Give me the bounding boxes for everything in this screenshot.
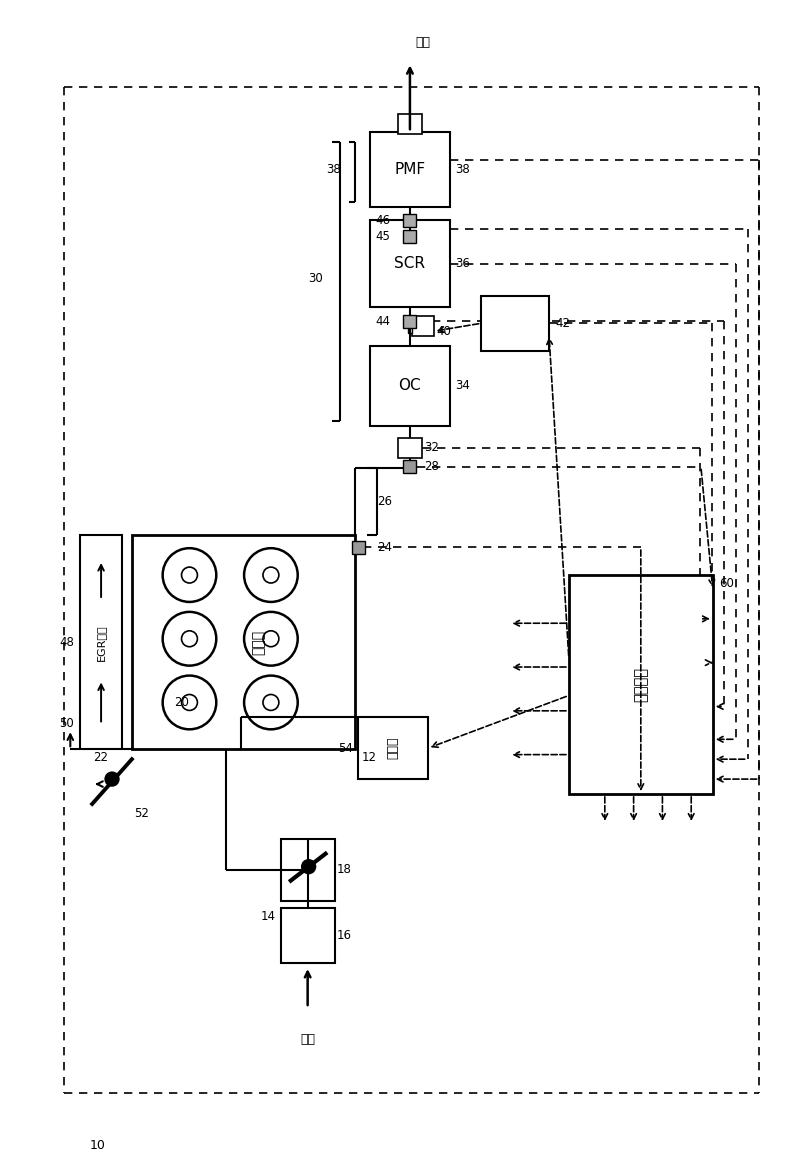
Text: 45: 45 [375, 230, 390, 243]
Bar [398, 114, 422, 134]
Text: 34: 34 [456, 380, 470, 392]
Bar [412, 316, 434, 336]
Text: 增压器: 增压器 [386, 737, 399, 759]
Bar [281, 908, 335, 963]
Text: 18: 18 [337, 864, 351, 877]
Text: 60: 60 [718, 577, 734, 590]
Text: 12: 12 [362, 751, 376, 764]
Text: 54: 54 [338, 741, 354, 754]
Bar [370, 220, 450, 308]
Text: 排气: 排气 [415, 36, 430, 49]
Text: 24: 24 [377, 540, 392, 553]
Bar [352, 540, 365, 553]
Text: 40: 40 [437, 324, 452, 337]
Text: 48: 48 [59, 636, 74, 649]
Bar [398, 438, 422, 457]
Text: 28: 28 [424, 461, 438, 474]
Text: PMF: PMF [394, 162, 426, 177]
Circle shape [105, 772, 119, 786]
Text: 14: 14 [261, 909, 276, 922]
Bar [370, 347, 450, 425]
Text: 16: 16 [337, 929, 351, 942]
Bar [80, 536, 122, 750]
Text: 38: 38 [456, 163, 470, 176]
Text: 44: 44 [375, 315, 390, 328]
Text: 32: 32 [424, 441, 438, 455]
Bar [281, 839, 335, 900]
Text: 42: 42 [555, 317, 570, 330]
Text: 46: 46 [375, 214, 390, 227]
Text: 36: 36 [456, 257, 470, 270]
Text: 22: 22 [94, 751, 109, 764]
Text: 26: 26 [377, 495, 392, 508]
Bar [403, 461, 416, 474]
Bar [358, 718, 428, 779]
Text: 52: 52 [134, 807, 149, 820]
Text: 50: 50 [59, 717, 74, 730]
Text: OC: OC [398, 378, 422, 394]
Bar [482, 296, 549, 351]
Bar [408, 320, 412, 334]
Text: EGR线路: EGR线路 [96, 624, 106, 660]
Text: 20: 20 [174, 696, 190, 709]
Bar [370, 132, 450, 207]
Bar [403, 214, 416, 227]
Text: 发动机: 发动机 [251, 630, 266, 654]
Text: 控制模块: 控制模块 [634, 667, 648, 701]
Bar [403, 315, 416, 328]
Bar [403, 230, 416, 243]
Text: 38: 38 [326, 163, 342, 176]
Text: SCR: SCR [394, 256, 426, 271]
Circle shape [302, 860, 315, 874]
Text: 30: 30 [308, 273, 322, 286]
Bar [569, 575, 713, 794]
Bar [132, 536, 355, 750]
Text: 空气: 空气 [300, 1033, 315, 1047]
Text: 10: 10 [90, 1139, 106, 1152]
